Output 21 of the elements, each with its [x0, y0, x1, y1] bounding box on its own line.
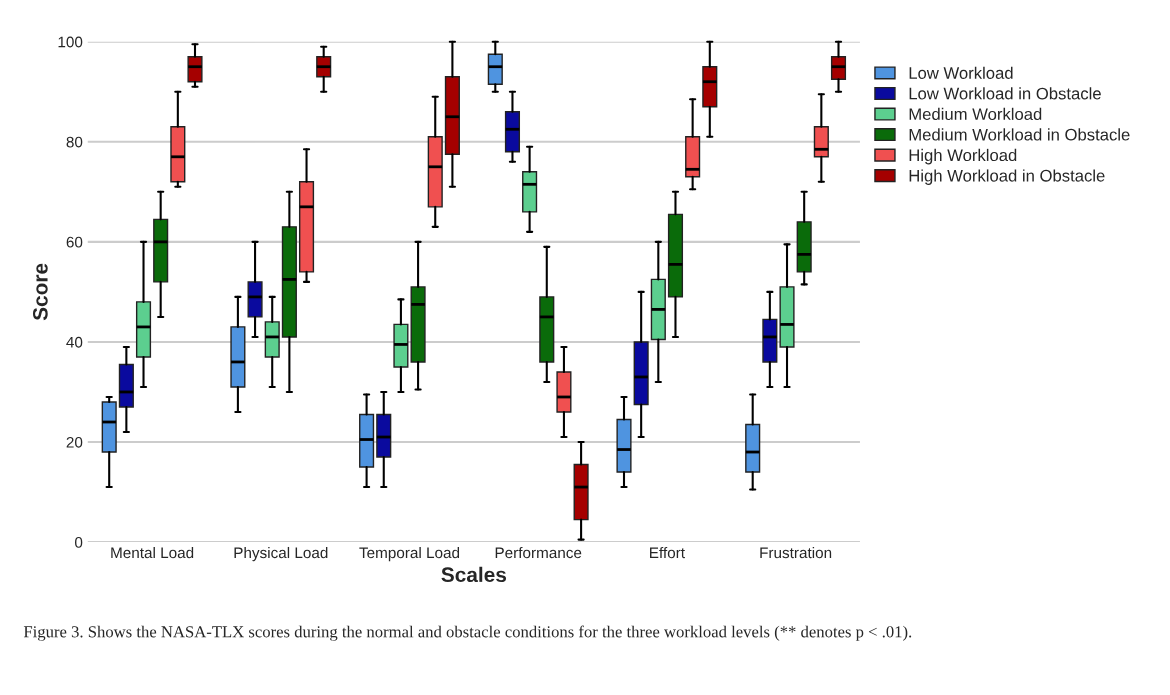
x-tick-label: Effort	[650, 546, 685, 559]
y-tick-label: 100	[58, 36, 83, 48]
legend-label: Medium Workload	[909, 107, 1042, 121]
legend-label: High Workload in Obstacle	[909, 169, 1105, 185]
x-tick-label: Physical Load	[234, 546, 328, 562]
legend-label: Low Workload	[909, 66, 1013, 79]
y-tick-label: 20	[66, 436, 83, 448]
y-axis-title: Score	[32, 263, 48, 321]
y-tick-label: 80	[66, 136, 83, 148]
y-tick-label: 40	[66, 336, 83, 348]
caption: Figure 3. Shows the NASA-TLX scores during the normal and obstacle conditions for the three workload levels (** denotes p < .01).	[23, 625, 912, 641]
x-tick-label: Mental Load	[111, 546, 194, 559]
legend-label: Low Workload in Obstacle	[909, 87, 1101, 100]
x-tick-label: Performance	[495, 546, 582, 559]
x-tick-label: Temporal Load	[359, 546, 460, 562]
x-tick-label: Frustration	[760, 546, 832, 559]
y-tick-label: 60	[66, 236, 83, 248]
x-axis-title: Scales	[441, 566, 507, 583]
legend-label: High Workload	[909, 148, 1017, 165]
legend-label: Medium Workload in Obstacle	[909, 128, 1130, 141]
y-tick-label: 0	[74, 536, 83, 548]
